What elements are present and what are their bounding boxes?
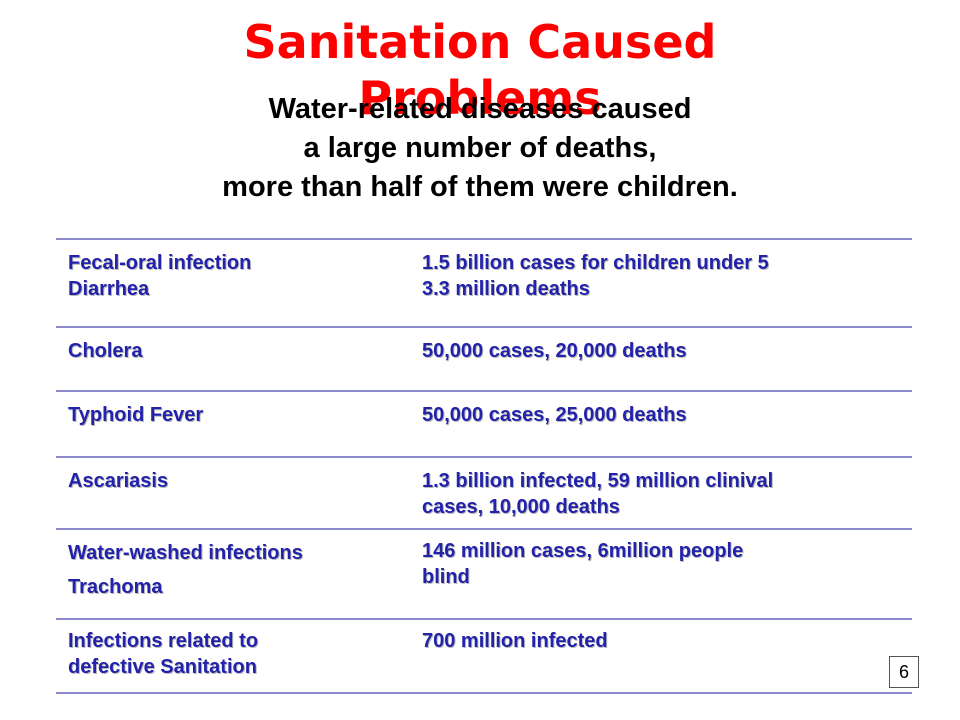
impact-cell: 700 million infected xyxy=(422,628,902,654)
impact-cell: 50,000 cases, 25,000 deaths xyxy=(422,402,902,428)
impact-text: 50,000 cases, 25,000 deaths xyxy=(422,404,687,426)
disease-cell: Typhoid Fever xyxy=(68,402,408,428)
disease-cell: Water-washed infections Trachoma xyxy=(68,536,408,604)
disease-name: Typhoid Fever xyxy=(68,404,204,426)
table-row: Water-washed infections Trachoma 146 mil… xyxy=(56,530,912,620)
disease-cell: Infections related to defective Sanitati… xyxy=(68,628,408,680)
impact-text: 1.3 billion infected, 59 million cliniva… xyxy=(422,470,774,492)
impact-cell: 1.3 billion infected, 59 million cliniva… xyxy=(422,468,902,520)
table-row: Ascariasis 1.3 billion infected, 59 mill… xyxy=(56,458,912,530)
disease-name: Diarrhea xyxy=(68,278,150,300)
impact-cell: 146 million cases, 6million people blind xyxy=(422,538,902,590)
disease-name: Water-washed infections xyxy=(68,542,303,564)
impact-text: 50,000 cases, 20,000 deaths xyxy=(422,340,687,362)
subtitle-line-1: Water-related diseases caused xyxy=(268,93,692,125)
page-number: 6 xyxy=(889,656,919,688)
disease-name: Cholera xyxy=(68,340,143,362)
subtitle-line-2: a large number of deaths, xyxy=(303,132,657,164)
impact-text: 1.5 billion cases for children under 5 xyxy=(422,252,769,274)
slide-title-line-1: Sanitation Caused xyxy=(243,15,717,69)
disease-table: Fecal-oral infection Diarrhea 1.5 billio… xyxy=(56,240,912,694)
impact-cell: 50,000 cases, 20,000 deaths xyxy=(422,338,902,364)
disease-name: defective Sanitation xyxy=(68,656,257,678)
disease-cell: Ascariasis xyxy=(68,468,408,494)
impact-text: blind xyxy=(422,566,470,588)
impact-text: 146 million cases, 6million people xyxy=(422,540,744,562)
table-top-rule xyxy=(56,238,912,240)
impact-text: 3.3 million deaths xyxy=(422,278,590,300)
table-row: Cholera 50,000 cases, 20,000 deaths xyxy=(56,328,912,392)
disease-name: Fecal-oral infection xyxy=(68,252,252,274)
impact-cell: 1.5 billion cases for children under 5 3… xyxy=(422,250,902,302)
subtitle-line-3: more than half of them were children. xyxy=(222,171,738,203)
impact-text: 700 million infected xyxy=(422,630,608,652)
disease-cell: Cholera xyxy=(68,338,408,364)
slide-title-line-2: Problems xyxy=(358,71,602,125)
disease-name: Infections related to xyxy=(68,630,259,652)
table-row: Fecal-oral infection Diarrhea 1.5 billio… xyxy=(56,240,912,328)
disease-cell: Fecal-oral infection Diarrhea xyxy=(68,250,408,302)
table-row: Infections related to defective Sanitati… xyxy=(56,620,912,694)
table-row: Typhoid Fever 50,000 cases, 25,000 death… xyxy=(56,392,912,458)
impact-text: cases, 10,000 deaths xyxy=(422,496,620,518)
disease-name: Ascariasis xyxy=(68,470,169,492)
disease-name: Trachoma xyxy=(68,576,163,598)
slide-title: Sanitation Caused Problems xyxy=(0,14,960,126)
slide-subtitle: Water-related diseases caused a large nu… xyxy=(0,90,960,207)
